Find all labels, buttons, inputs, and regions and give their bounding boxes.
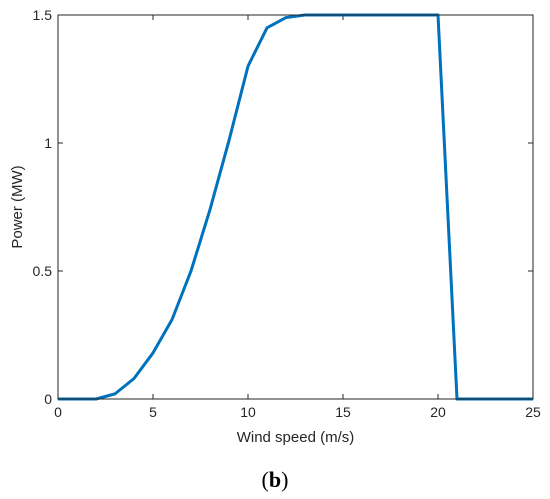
figure-caption: (b) [262, 467, 289, 492]
x-tick-label: 0 [54, 404, 62, 420]
y-tick-label: 0 [44, 391, 52, 407]
y-tick-label: 0.5 [33, 263, 53, 279]
figure-caption-letter: b [269, 467, 281, 492]
y-tick-label: 1.5 [33, 7, 53, 23]
plot-frame [57, 14, 534, 400]
x-tick-label: 10 [240, 404, 256, 420]
x-tick-label: 15 [335, 404, 351, 420]
y-axis-label: Power (MW) [9, 165, 26, 248]
x-tick-label: 20 [430, 404, 446, 420]
x-axis-label: Wind speed (m/s) [237, 429, 355, 446]
y-axis-ticks: 0 0.5 1 1.5 [33, 7, 533, 407]
y-tick-label: 1 [44, 135, 52, 151]
x-tick-label: 5 [149, 404, 157, 420]
x-tick-label: 25 [525, 404, 541, 420]
series-line [58, 13, 533, 401]
x-axis-ticks: 0 5 10 15 20 25 [54, 15, 541, 420]
